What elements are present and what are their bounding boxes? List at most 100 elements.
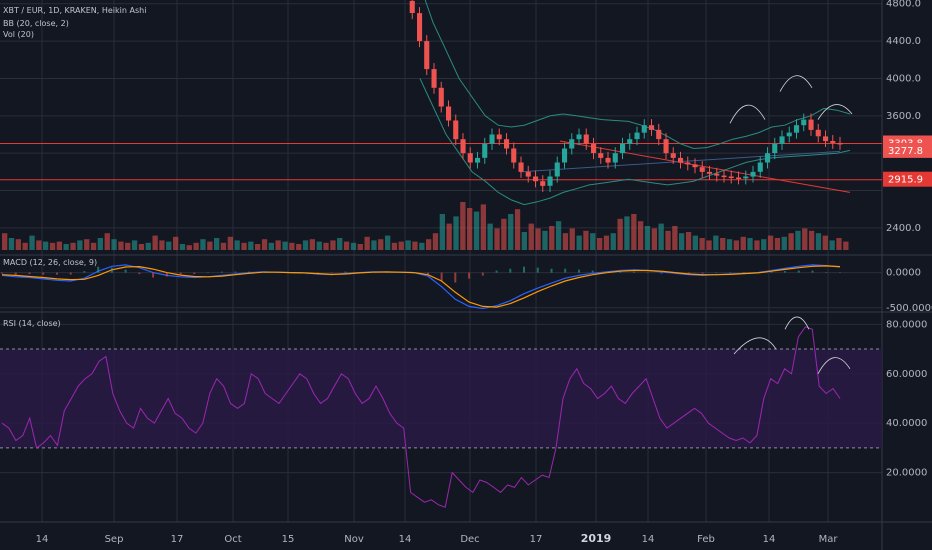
volume-bar — [186, 245, 192, 250]
candle-body — [438, 87, 444, 107]
macd-histogram-bar — [742, 272, 745, 273]
time-tick-label: Feb — [697, 534, 715, 545]
volume-bar — [70, 242, 76, 250]
candle-body — [736, 177, 742, 179]
volume-bar — [767, 235, 774, 250]
time-tick-label: 14 — [399, 534, 412, 545]
volume-bar — [275, 240, 281, 250]
volume-bar — [179, 244, 186, 250]
volume-bar — [29, 235, 35, 250]
macd-histogram-bar — [536, 267, 539, 273]
candle-body — [765, 153, 771, 163]
macd-histogram-bar — [674, 272, 677, 274]
trend-line — [559, 140, 851, 193]
volume-bar — [617, 218, 623, 250]
candle-body — [612, 153, 618, 163]
volume-bar — [521, 232, 527, 250]
price-tick-label: 4000.0 — [886, 74, 921, 85]
volume-bar — [419, 242, 425, 250]
macd-histogram-bar — [344, 271, 347, 273]
macd-histogram-bar — [207, 272, 210, 274]
volume-bar — [542, 230, 548, 250]
volume-bar — [118, 241, 124, 250]
volume-bar — [378, 239, 384, 250]
macd-histogram-bar — [262, 272, 264, 273]
volume-bar — [651, 228, 657, 250]
macd-histogram-bar — [632, 271, 635, 273]
volume-bar — [590, 233, 596, 250]
volume-bar — [624, 216, 630, 250]
bb-indicator-label[interactable]: BB (20, close, 2) — [3, 19, 69, 28]
macd-histogram-bar — [165, 272, 168, 277]
macd-histogram-bar — [811, 270, 814, 273]
rsi-annotation-arc — [784, 316, 810, 330]
candle-body — [837, 142, 843, 145]
volume-bar — [638, 221, 644, 250]
price-label-text: 3277.8 — [888, 146, 923, 157]
macd-histogram-bar — [619, 271, 622, 273]
time-tick-label: Oct — [224, 534, 241, 545]
volume-bar — [467, 208, 473, 250]
candle-body — [794, 125, 800, 133]
volume-bar — [261, 239, 268, 250]
candle-body — [808, 119, 814, 130]
macd-series-line — [1, 264, 841, 310]
price-tick-label: 3600.0 — [886, 111, 921, 122]
macd-lines — [1, 264, 841, 310]
macd-histogram-bar — [729, 272, 732, 273]
annotation-arcs — [729, 75, 853, 374]
candle-body — [409, 0, 415, 14]
time-tick-label: 14 — [36, 534, 49, 545]
volume-bar — [391, 242, 398, 250]
candle-body — [446, 106, 452, 121]
time-tick-label: Mar — [819, 534, 839, 545]
volume-bar — [63, 244, 69, 250]
candle-body — [815, 129, 821, 137]
rsi-indicator-label[interactable]: RSI (14, close) — [3, 319, 61, 328]
volume-bar — [603, 235, 610, 250]
macd-indicator-label[interactable]: MACD (12, 26, close, 9) — [3, 258, 98, 267]
volume-bar — [398, 241, 404, 250]
volume-bar — [508, 214, 514, 250]
volume-bar — [330, 240, 336, 250]
price-axis[interactable]: 2400.0 3600.0 4000.0 4400.0 4800.0 0.0000 -500… — [886, 0, 932, 479]
volume-bar — [255, 244, 261, 250]
candle-body — [540, 181, 546, 186]
volume-bar — [665, 230, 671, 250]
volume-bar — [2, 233, 8, 250]
volume-bar — [220, 242, 227, 250]
candle-body — [482, 143, 488, 158]
volume-bar — [56, 241, 62, 250]
candle-body — [670, 153, 676, 158]
macd-histogram-bar — [83, 271, 86, 273]
macd-histogram-bar — [110, 267, 113, 273]
time-tick-label: Nov — [344, 534, 364, 545]
volume-bar — [706, 240, 712, 250]
volume-bar — [248, 241, 254, 250]
volume-bar — [774, 238, 781, 250]
volume-bar — [740, 236, 746, 250]
candle-body — [489, 134, 495, 144]
volume-bar — [679, 233, 685, 250]
volume-bar — [22, 242, 28, 250]
volume-bar — [8, 238, 15, 250]
macd-histogram-bar — [646, 272, 649, 274]
macd-histogram-bar — [193, 272, 196, 275]
time-tick-label: 2019 — [581, 532, 612, 545]
macd-histogram-bar — [660, 272, 663, 274]
volume-indicator-label[interactable]: Vol (20) — [3, 30, 34, 39]
candle-body — [692, 164, 698, 168]
macd-histogram-bar — [56, 272, 58, 275]
macd-histogram-bar — [578, 269, 580, 273]
time-axis[interactable]: 14 Sep 17 Oct 15 Nov 14 Dec 17 2019 14 Feb 14 Mar — [36, 532, 839, 545]
macd-histogram-bar — [220, 271, 223, 273]
macd-histogram-bar — [481, 272, 484, 276]
price-tick-label: 4400.0 — [886, 36, 921, 47]
macd-histogram-bar — [152, 272, 155, 278]
time-tick-label: 15 — [282, 534, 295, 545]
volume-bar — [15, 239, 21, 250]
bollinger-lower-band — [419, 78, 851, 206]
macd-histogram-bar — [523, 266, 525, 273]
candle-body — [467, 153, 473, 163]
